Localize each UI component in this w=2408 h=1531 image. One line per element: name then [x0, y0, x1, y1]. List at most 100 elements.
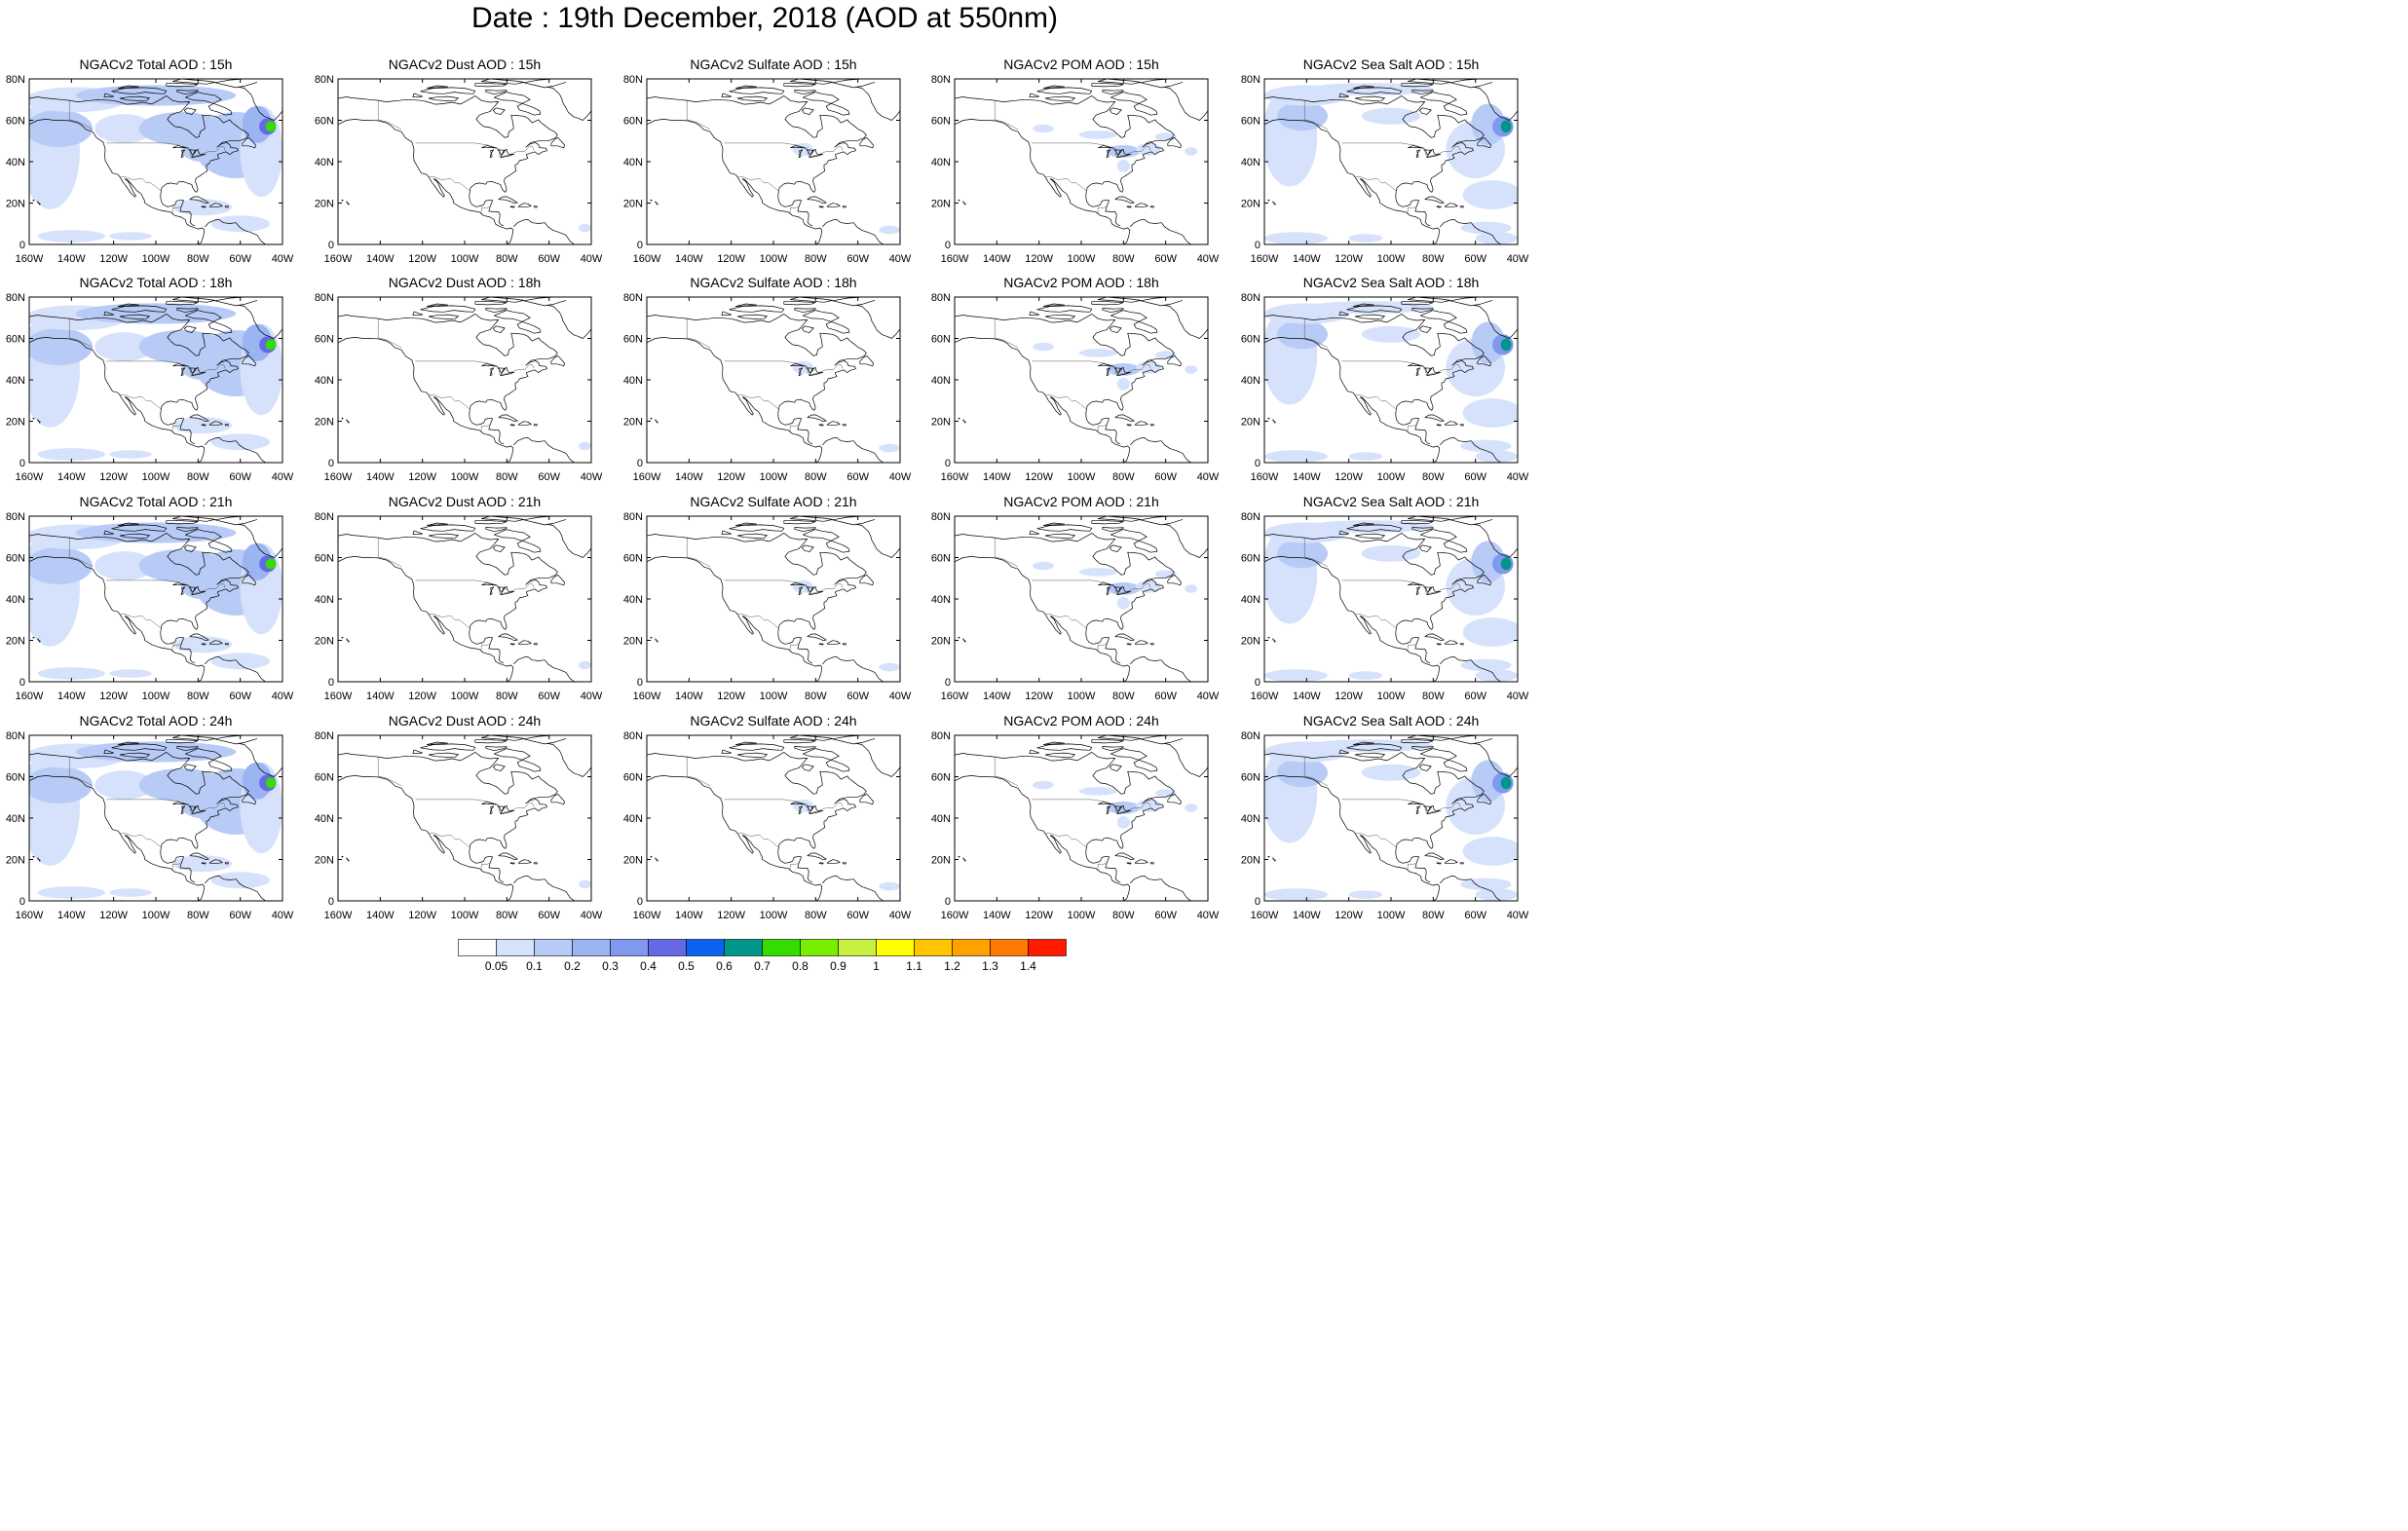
lat-tick-label: 40N — [623, 813, 643, 825]
coastline — [1419, 529, 1468, 553]
coastline — [1272, 419, 1276, 424]
coastline — [777, 847, 795, 864]
coastline — [184, 92, 233, 116]
coastline — [500, 585, 515, 596]
coastline — [1113, 805, 1123, 812]
coastline — [489, 149, 495, 159]
lon-tick-label: 140W — [366, 910, 395, 921]
lon-tick-label: 100W — [142, 691, 170, 702]
coastline — [1101, 199, 1121, 227]
lon-tick-label: 140W — [366, 691, 395, 702]
lon-tick-label: 40W — [889, 471, 912, 483]
map-panel-dust-r2: NGACv2 Dust AOD : 18h 80N 60N 40N 20N 0 160W 14… — [309, 275, 603, 489]
lon-tick-label: 140W — [675, 253, 703, 265]
aod-region — [1154, 132, 1177, 141]
coastline — [484, 855, 505, 883]
national-borders — [1303, 318, 1461, 433]
lat-tick-label: 60N — [1241, 334, 1260, 346]
coastline — [1029, 749, 1040, 755]
map-plot: 80N 60N 40N 20N 0 160W 140W 120W 100W 80W 60W 40W — [315, 74, 603, 265]
lat-tick-label: 0 — [945, 240, 951, 251]
lat-tick-label: 40N — [931, 375, 951, 387]
aod-region — [1154, 351, 1177, 359]
lat-tick-label: 0 — [19, 677, 25, 689]
coastline — [1097, 516, 1142, 522]
panel-title: NGACv2 Total AOD : 15h — [79, 56, 233, 72]
coastline — [1098, 582, 1114, 586]
coastline — [1044, 314, 1075, 319]
coastline — [1426, 148, 1442, 159]
lat-tick-label: 20N — [6, 417, 25, 429]
coastline — [428, 533, 459, 539]
coastline — [550, 574, 565, 586]
aod-region — [1460, 878, 1512, 891]
lon-tick-label: 80W — [805, 471, 827, 483]
coastline — [175, 855, 196, 883]
coastline — [647, 314, 867, 411]
lon-tick-label: 60W — [1464, 253, 1486, 265]
coastline — [1116, 366, 1132, 377]
coastline — [550, 793, 565, 805]
coastline — [802, 529, 850, 553]
coastline — [1130, 437, 1191, 463]
panel-title: NGACv2 Dust AOD : 21h — [388, 494, 542, 509]
colorbar-label: 1 — [873, 959, 880, 973]
border-line — [119, 614, 162, 629]
panel-title: NGACv2 Dust AOD : 18h — [388, 275, 542, 290]
border-line — [724, 579, 844, 595]
coastline — [523, 297, 567, 307]
border-line — [106, 360, 226, 376]
border-line — [415, 360, 535, 376]
coastline — [650, 636, 653, 639]
coastlines — [29, 79, 282, 244]
coastline — [1459, 424, 1464, 427]
border-line — [428, 394, 470, 410]
coastline — [180, 805, 186, 815]
coastline — [1418, 544, 1432, 552]
border-line — [736, 833, 779, 848]
map-panel-pom-r1: NGACv2 POM AOD : 15h 80N 60N 40N 20N 0 160W 140… — [925, 56, 1220, 271]
coastline — [111, 305, 168, 313]
panel-title: NGACv2 Total AOD : 24h — [79, 713, 233, 728]
coastline — [160, 409, 177, 426]
lon-tick-label: 60W — [847, 691, 869, 702]
lat-tick-label: 40N — [1241, 813, 1260, 825]
border-line — [119, 176, 162, 192]
map-plot: 80N 60N 40N 20N 0 160W 140W 120W 100W 80W 60W 40W — [315, 730, 603, 921]
lon-tick-label: 120W — [1335, 910, 1363, 921]
coastline — [790, 145, 807, 149]
coastline — [428, 752, 459, 758]
coastline — [783, 519, 816, 525]
coastline — [1106, 149, 1111, 159]
coastline — [489, 586, 495, 596]
coastline — [1401, 738, 1434, 744]
lat-tick-label: 80N — [315, 511, 334, 523]
map-panel-dust-r1: NGACv2 Dust AOD : 15h 80N 60N 40N 20N 0 160W 14… — [309, 56, 603, 271]
map-background — [955, 516, 1208, 682]
coastline — [1163, 742, 1208, 777]
coastline — [793, 636, 813, 664]
coastline — [1029, 311, 1040, 317]
lon-tick-label: 80W — [1422, 910, 1445, 921]
coastline — [655, 857, 658, 862]
coastline — [1424, 414, 1445, 423]
lon-tick-label: 100W — [760, 253, 788, 265]
aod-region — [210, 653, 270, 670]
colorbar-label: 0.1 — [526, 959, 543, 973]
lat-tick-label: 40N — [6, 375, 25, 387]
lat-tick-label: 60N — [931, 334, 951, 346]
coastline — [189, 852, 209, 861]
coastline — [655, 638, 658, 643]
coastline — [1411, 308, 1434, 314]
border-line — [1341, 142, 1461, 158]
coastline — [37, 419, 41, 424]
coastline — [1408, 802, 1424, 805]
lon-tick-label: 60W — [229, 691, 251, 702]
lon-tick-label: 60W — [538, 253, 560, 265]
border-line — [480, 424, 490, 433]
coastline — [1110, 529, 1158, 553]
lat-tick-label: 0 — [1255, 458, 1260, 469]
coastline — [1167, 793, 1182, 805]
coastline — [29, 775, 206, 901]
map-background — [647, 79, 900, 244]
